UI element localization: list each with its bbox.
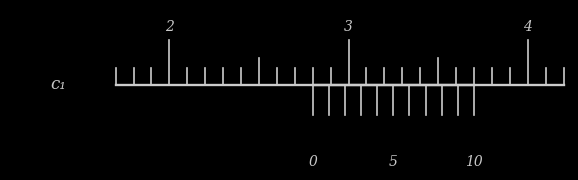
Text: 4: 4 (523, 20, 532, 34)
Text: 10: 10 (465, 155, 483, 169)
Text: 5: 5 (389, 155, 398, 169)
Text: c₁: c₁ (50, 76, 66, 93)
Text: 2: 2 (165, 20, 174, 34)
Text: 3: 3 (344, 20, 353, 34)
Text: 0: 0 (308, 155, 317, 169)
